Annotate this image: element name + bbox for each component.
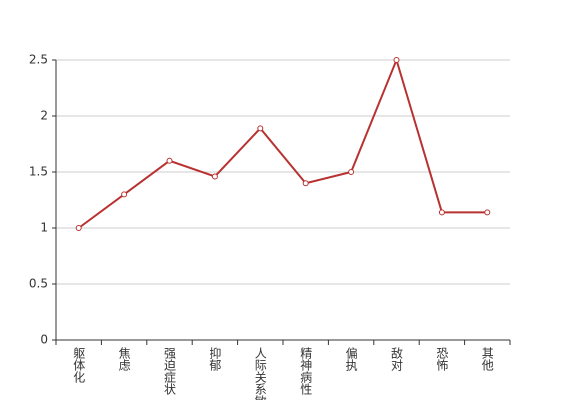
point bbox=[166, 157, 173, 164]
x-tick-label: 人际关系敏感 bbox=[253, 347, 267, 400]
point bbox=[257, 125, 264, 132]
y-tick-label: 1.5 bbox=[29, 165, 48, 179]
y-tick-label: 1 bbox=[40, 221, 48, 235]
line bbox=[78, 56, 488, 229]
x-tick-label: 恐怖 bbox=[435, 347, 449, 371]
x-tick-label: 强迫症状 bbox=[163, 347, 177, 395]
x-tick-label: 精神病性 bbox=[299, 347, 313, 396]
x-tick-label: 偏执 bbox=[344, 346, 358, 372]
point bbox=[438, 209, 445, 216]
x-tick-label: 躯体化 bbox=[72, 346, 86, 384]
y-tick-label: 0.5 bbox=[29, 277, 48, 291]
point bbox=[121, 191, 128, 198]
point bbox=[302, 180, 309, 187]
x-tick-label: 焦虑 bbox=[117, 347, 131, 371]
point bbox=[484, 209, 491, 216]
point bbox=[75, 225, 82, 231]
y-tick-label: 2.5 bbox=[29, 53, 48, 67]
point bbox=[211, 173, 218, 180]
x-tick-label: 抑郁 bbox=[208, 346, 222, 372]
x-tick-label: 其他 bbox=[480, 347, 494, 371]
y-tick-label: 0 bbox=[40, 333, 48, 347]
y-tick-label: 2 bbox=[40, 109, 48, 123]
point bbox=[348, 169, 355, 175]
point bbox=[393, 57, 400, 63]
x-tick-label: 敌对 bbox=[390, 346, 404, 371]
